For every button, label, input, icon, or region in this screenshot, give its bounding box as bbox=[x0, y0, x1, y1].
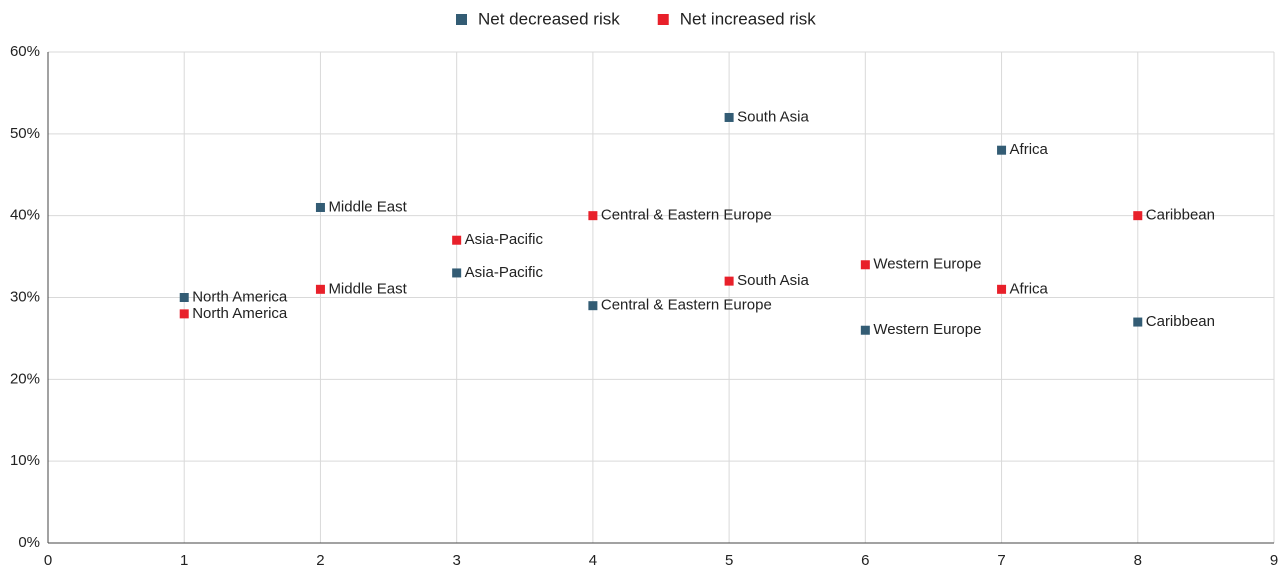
y-tick-label: 30% bbox=[10, 288, 40, 305]
point-label: South Asia bbox=[737, 108, 809, 125]
point-label: Asia-Pacific bbox=[465, 231, 544, 248]
point-label: Western Europe bbox=[873, 256, 981, 273]
point bbox=[179, 309, 189, 319]
legend-label: Net increased risk bbox=[680, 9, 817, 28]
y-tick-label: 10% bbox=[10, 452, 40, 469]
point bbox=[315, 284, 325, 294]
x-tick-label: 9 bbox=[1270, 552, 1278, 569]
y-tick-label: 20% bbox=[10, 370, 40, 387]
point bbox=[179, 293, 189, 302]
point-label: North America bbox=[192, 305, 288, 322]
legend-label: Net decreased risk bbox=[478, 9, 620, 28]
point-label: Caribbean bbox=[1146, 207, 1215, 224]
point bbox=[724, 276, 734, 286]
legend-swatch bbox=[657, 14, 669, 25]
x-tick-label: 3 bbox=[452, 552, 460, 569]
point-label: Africa bbox=[1010, 141, 1049, 158]
point bbox=[452, 268, 462, 278]
point-label: Central & Eastern Europe bbox=[601, 207, 772, 224]
point-label: Caribbean bbox=[1146, 313, 1215, 330]
point bbox=[997, 145, 1007, 155]
x-tick-label: 4 bbox=[589, 552, 597, 569]
point-label: Central & Eastern Europe bbox=[601, 297, 772, 314]
x-tick-label: 8 bbox=[1134, 552, 1142, 569]
point bbox=[860, 260, 870, 270]
point-label: Africa bbox=[1010, 280, 1049, 297]
x-tick-label: 7 bbox=[997, 552, 1005, 569]
x-tick-label: 2 bbox=[316, 552, 324, 569]
point-label: South Asia bbox=[737, 272, 809, 289]
y-tick-label: 50% bbox=[10, 125, 40, 142]
x-tick-label: 6 bbox=[861, 552, 869, 569]
point bbox=[588, 211, 598, 221]
point bbox=[315, 202, 325, 212]
point bbox=[860, 325, 870, 335]
y-tick-label: 60% bbox=[10, 43, 40, 60]
point bbox=[1133, 211, 1143, 221]
point-label: Asia-Pacific bbox=[465, 264, 544, 281]
point bbox=[724, 112, 734, 122]
y-tick-label: 40% bbox=[10, 207, 40, 224]
point bbox=[588, 301, 598, 311]
x-tick-label: 1 bbox=[180, 552, 188, 569]
y-tick-label: 0% bbox=[18, 534, 40, 551]
legend-swatch bbox=[456, 14, 467, 25]
point-label: Middle East bbox=[328, 198, 407, 215]
point bbox=[1133, 317, 1143, 327]
x-tick-label: 5 bbox=[725, 552, 733, 569]
point-label: North America bbox=[192, 288, 288, 305]
point bbox=[452, 235, 462, 245]
point bbox=[997, 284, 1007, 294]
x-tick-label: 0 bbox=[44, 552, 52, 569]
point-label: Middle East bbox=[328, 280, 407, 297]
point-label: Western Europe bbox=[873, 321, 981, 338]
